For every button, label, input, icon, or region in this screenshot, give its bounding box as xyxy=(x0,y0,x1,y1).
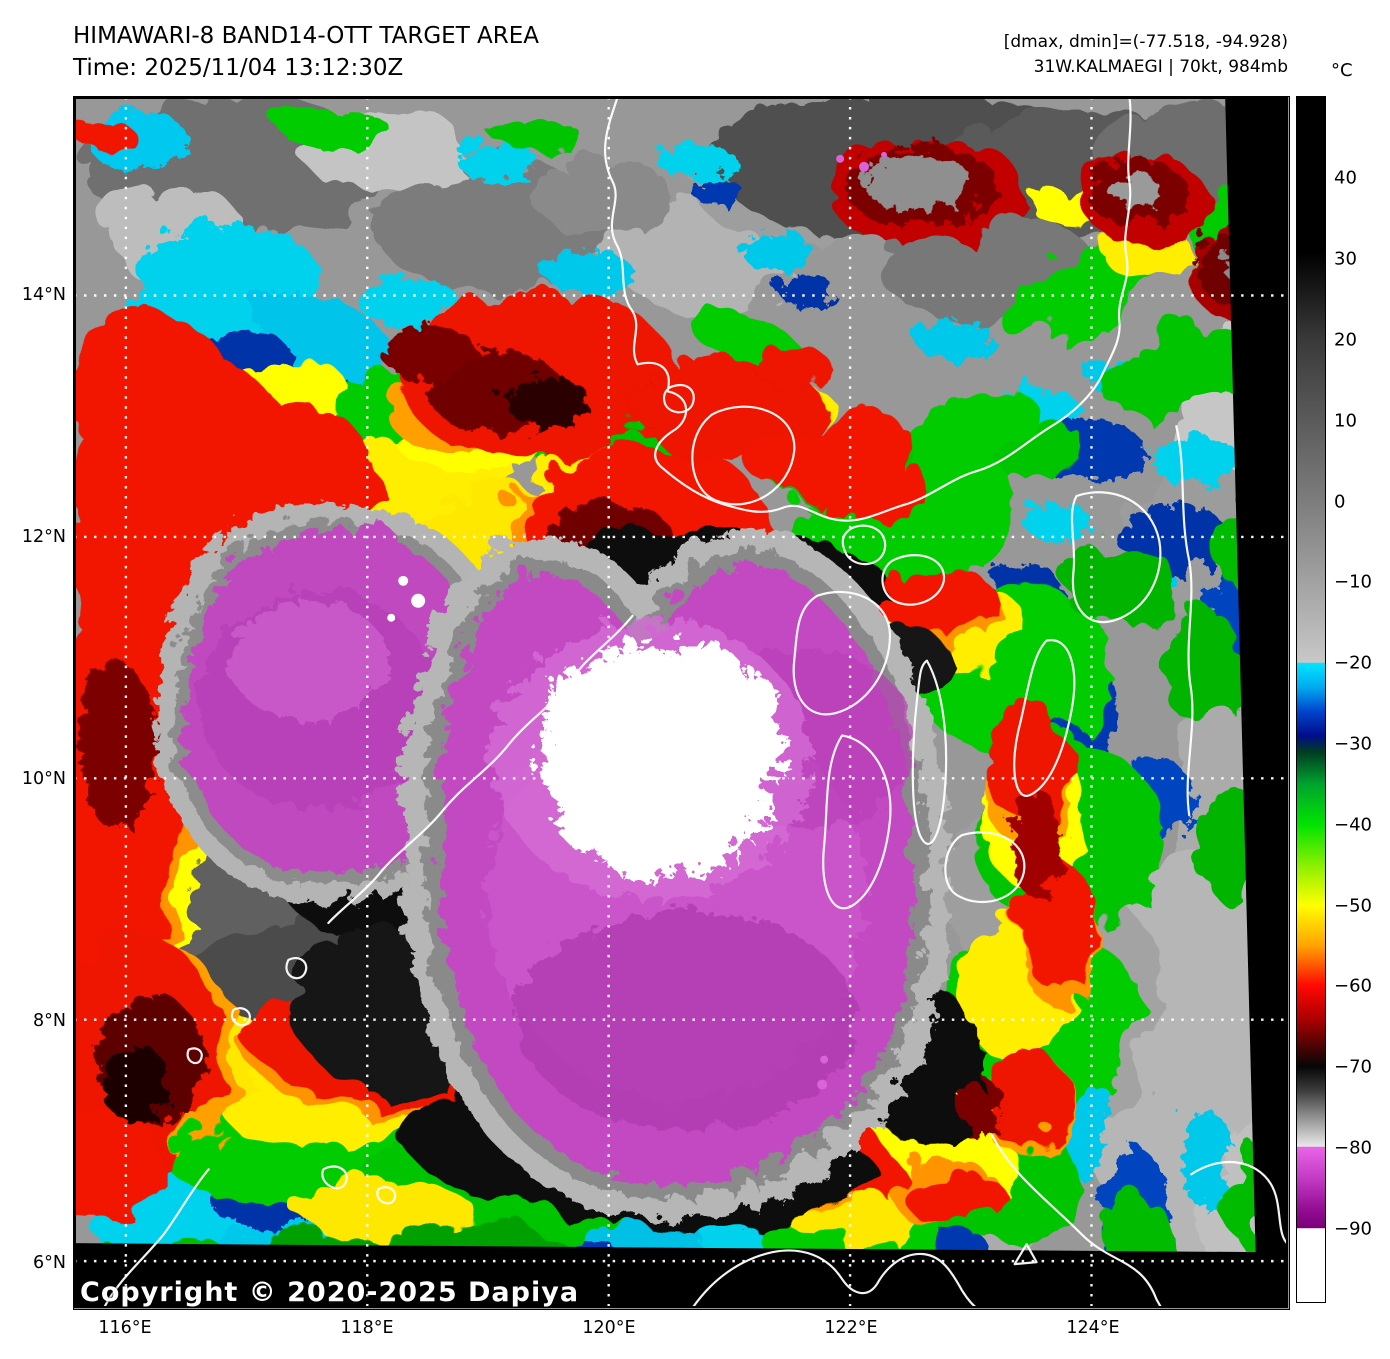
colorbar-tick-label: −50 xyxy=(1334,895,1372,916)
latitude-label: 10°N xyxy=(4,769,66,789)
copyright-watermark: Copyright © 2020-2025 Dapiya xyxy=(80,1277,579,1308)
satellite-product-page: HIMAWARI-8 BAND14-OTT TARGET AREA Time: … xyxy=(0,0,1390,1359)
header-left: HIMAWARI-8 BAND14-OTT TARGET AREA Time: … xyxy=(73,20,539,84)
longitude-label: 122°E xyxy=(811,1318,891,1338)
timestamp: Time: 2025/11/04 13:12:30Z xyxy=(73,52,539,84)
longitude-label: 118°E xyxy=(327,1318,407,1338)
colorbar-unit-label: °C xyxy=(1331,60,1353,81)
latitude-label: 14°N xyxy=(4,285,66,305)
colorbar-tick-label: −70 xyxy=(1334,1057,1372,1078)
colorbar-tick-label: 30 xyxy=(1334,249,1357,270)
satellite-image xyxy=(74,97,1288,1308)
colorbar-tick-label: 10 xyxy=(1334,410,1357,431)
colorbar-tick-label: −30 xyxy=(1334,733,1372,754)
latitude-label: 8°N xyxy=(4,1011,66,1031)
colorbar-tick-label: −60 xyxy=(1334,976,1372,997)
colorbar-tick-label: −10 xyxy=(1334,572,1372,593)
page-title: HIMAWARI-8 BAND14-OTT TARGET AREA xyxy=(73,20,539,52)
dmax-dmin-readout: [dmax, dmin]=(-77.518, -94.928) xyxy=(1004,30,1288,55)
colorbar-tick-label: 20 xyxy=(1334,329,1357,350)
colorbar-gradient xyxy=(1296,96,1326,1303)
longitude-label: 120°E xyxy=(569,1318,649,1338)
latitude-label: 12°N xyxy=(4,527,66,547)
longitude-label: 116°E xyxy=(85,1318,165,1338)
colorbar-tick-label: −80 xyxy=(1334,1137,1372,1158)
colorbar-tick-label: 0 xyxy=(1334,491,1345,512)
colorbar-tick-label: −90 xyxy=(1334,1218,1372,1239)
storm-info: 31W.KALMAEGI | 70kt, 984mb xyxy=(1004,55,1288,80)
map-panel: Copyright © 2020-2025 Dapiya xyxy=(73,96,1290,1310)
latitude-label: 6°N xyxy=(4,1253,66,1273)
colorbar-tick-label: 40 xyxy=(1334,168,1357,189)
header-right: [dmax, dmin]=(-77.518, -94.928) 31W.KALM… xyxy=(1004,30,1288,80)
colorbar-tick-label: −20 xyxy=(1334,653,1372,674)
colorbar-tick-label: −40 xyxy=(1334,814,1372,835)
longitude-label: 124°E xyxy=(1053,1318,1133,1338)
